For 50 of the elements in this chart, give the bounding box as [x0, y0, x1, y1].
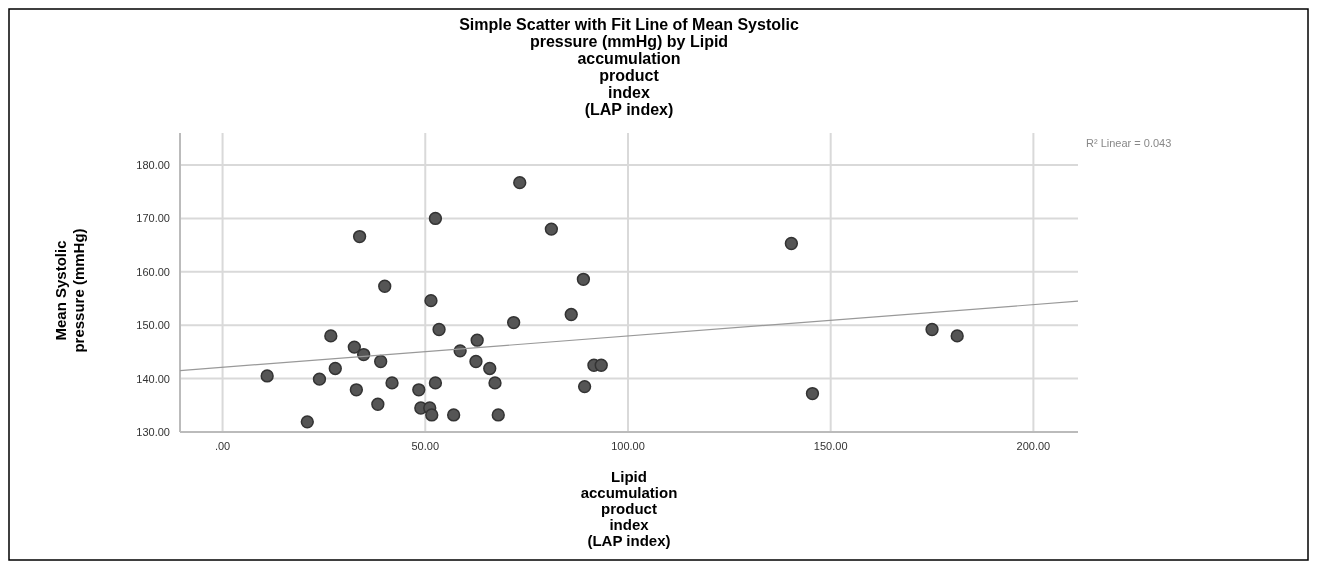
text: R² Linear = 0.043	[1086, 137, 1172, 149]
point	[506, 315, 521, 330]
point	[577, 379, 592, 394]
point	[324, 329, 338, 343]
point	[513, 176, 527, 190]
point	[483, 361, 497, 376]
y-tick-label: 170.00	[136, 212, 170, 225]
point	[491, 408, 505, 422]
point	[425, 408, 439, 422]
y-tick-label: 130.00	[136, 426, 170, 438]
point	[784, 236, 799, 251]
point	[469, 354, 483, 369]
point	[576, 272, 591, 286]
point	[300, 415, 314, 429]
point	[260, 369, 274, 383]
point	[488, 376, 502, 390]
point	[470, 333, 484, 347]
point	[564, 307, 578, 322]
point	[374, 354, 388, 369]
point	[594, 358, 608, 372]
chart-title: Simple Scatter with Fit Line of Mean Systolic pressure (mmHg) by Lipid accumulation product index (LAP index)	[459, 16, 799, 118]
y-axis-title: Mean Systolic pressure (mmHg)	[52, 228, 87, 353]
x-tick-label: 150.00	[813, 440, 848, 452]
y-tick-label: 140.00	[136, 372, 170, 385]
point	[950, 329, 964, 343]
point	[412, 383, 426, 397]
point	[428, 211, 443, 226]
point	[432, 322, 446, 337]
y-tick-label: 180.00	[136, 159, 170, 172]
x-tick-label: 200.00	[1016, 440, 1051, 452]
point	[378, 279, 392, 293]
point	[446, 408, 461, 422]
point	[385, 376, 399, 390]
y-tick-label: 150.00	[136, 319, 170, 332]
y-tick-label: 160.00	[136, 265, 170, 278]
x-tick-label: .00	[214, 440, 231, 452]
point	[312, 372, 327, 386]
point	[349, 383, 364, 397]
point	[352, 229, 367, 244]
x-tick-label: 50.00	[411, 440, 440, 452]
point	[805, 386, 820, 401]
point	[328, 361, 342, 376]
point	[428, 376, 443, 390]
point	[544, 222, 559, 236]
x-tick-label: 100.00	[611, 440, 645, 452]
point	[371, 397, 385, 411]
point	[424, 294, 438, 308]
point	[925, 322, 939, 337]
point	[347, 340, 361, 354]
x-axis-title: Lipid accumulation product index (LAP index)	[580, 468, 678, 549]
